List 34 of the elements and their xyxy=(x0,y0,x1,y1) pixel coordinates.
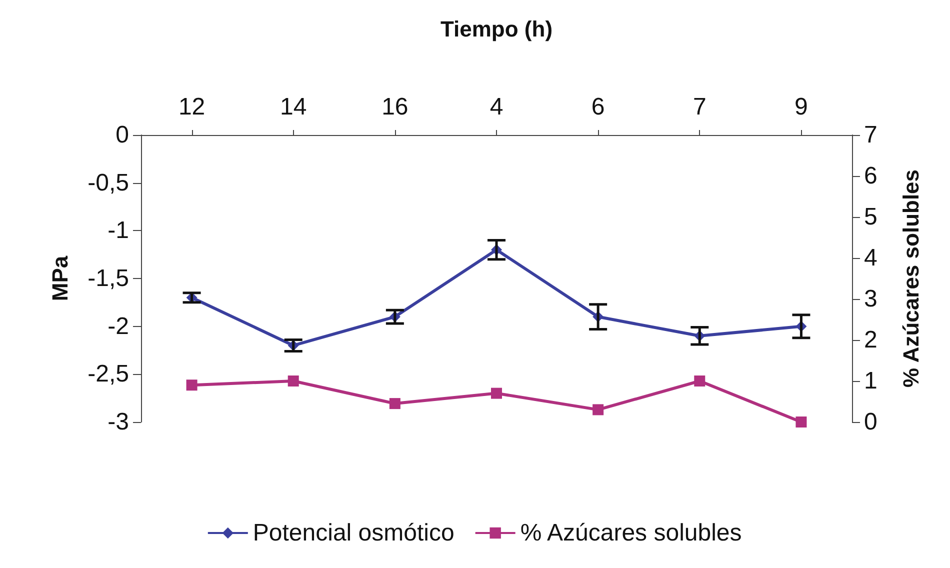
x-tick-label: 16 xyxy=(382,94,408,120)
point xyxy=(186,380,198,391)
point xyxy=(491,388,502,399)
y-tick-label: -2 xyxy=(108,312,129,340)
x-tick-label: 4 xyxy=(490,94,504,120)
x-tick-label: 14 xyxy=(280,94,307,120)
y-tick-label: -2,5 xyxy=(88,360,129,388)
point xyxy=(389,398,400,410)
point xyxy=(796,416,807,428)
y-tick-label: -1 xyxy=(108,217,129,244)
y2-tick-label: 6 xyxy=(864,162,878,190)
x-tick-label: 9 xyxy=(794,94,808,120)
x-tick-label: 12 xyxy=(178,94,206,120)
legend-label: Potencial osmótico xyxy=(252,520,454,546)
point xyxy=(288,376,299,386)
y2-tick-label: 1 xyxy=(864,368,878,394)
y2-axis-title: % Azúcares solubles xyxy=(898,169,924,388)
point xyxy=(592,404,604,416)
y2-tick-label: 4 xyxy=(864,244,878,272)
y-tick-label: 0 xyxy=(116,122,129,148)
legend-label: % Azúcares solubles xyxy=(520,520,742,546)
y2-tick-label: 5 xyxy=(864,204,878,230)
y2-tick-label: 0 xyxy=(864,408,878,436)
y-tick-label: -3 xyxy=(108,408,129,436)
y2-tick-label: 2 xyxy=(864,326,878,354)
y2-tick-label: 3 xyxy=(864,286,878,312)
y-tick-label: -1,5 xyxy=(88,265,129,292)
y-tick-label: -0,5 xyxy=(88,169,129,196)
x-tick-label: 6 xyxy=(591,94,605,120)
y2-tick-label: 7 xyxy=(864,122,878,148)
x-tick-label: 7 xyxy=(692,94,706,120)
y-axis-title: MPa xyxy=(48,255,72,302)
x-axis-title: Tiempo (h) xyxy=(440,16,553,42)
point xyxy=(694,376,706,386)
